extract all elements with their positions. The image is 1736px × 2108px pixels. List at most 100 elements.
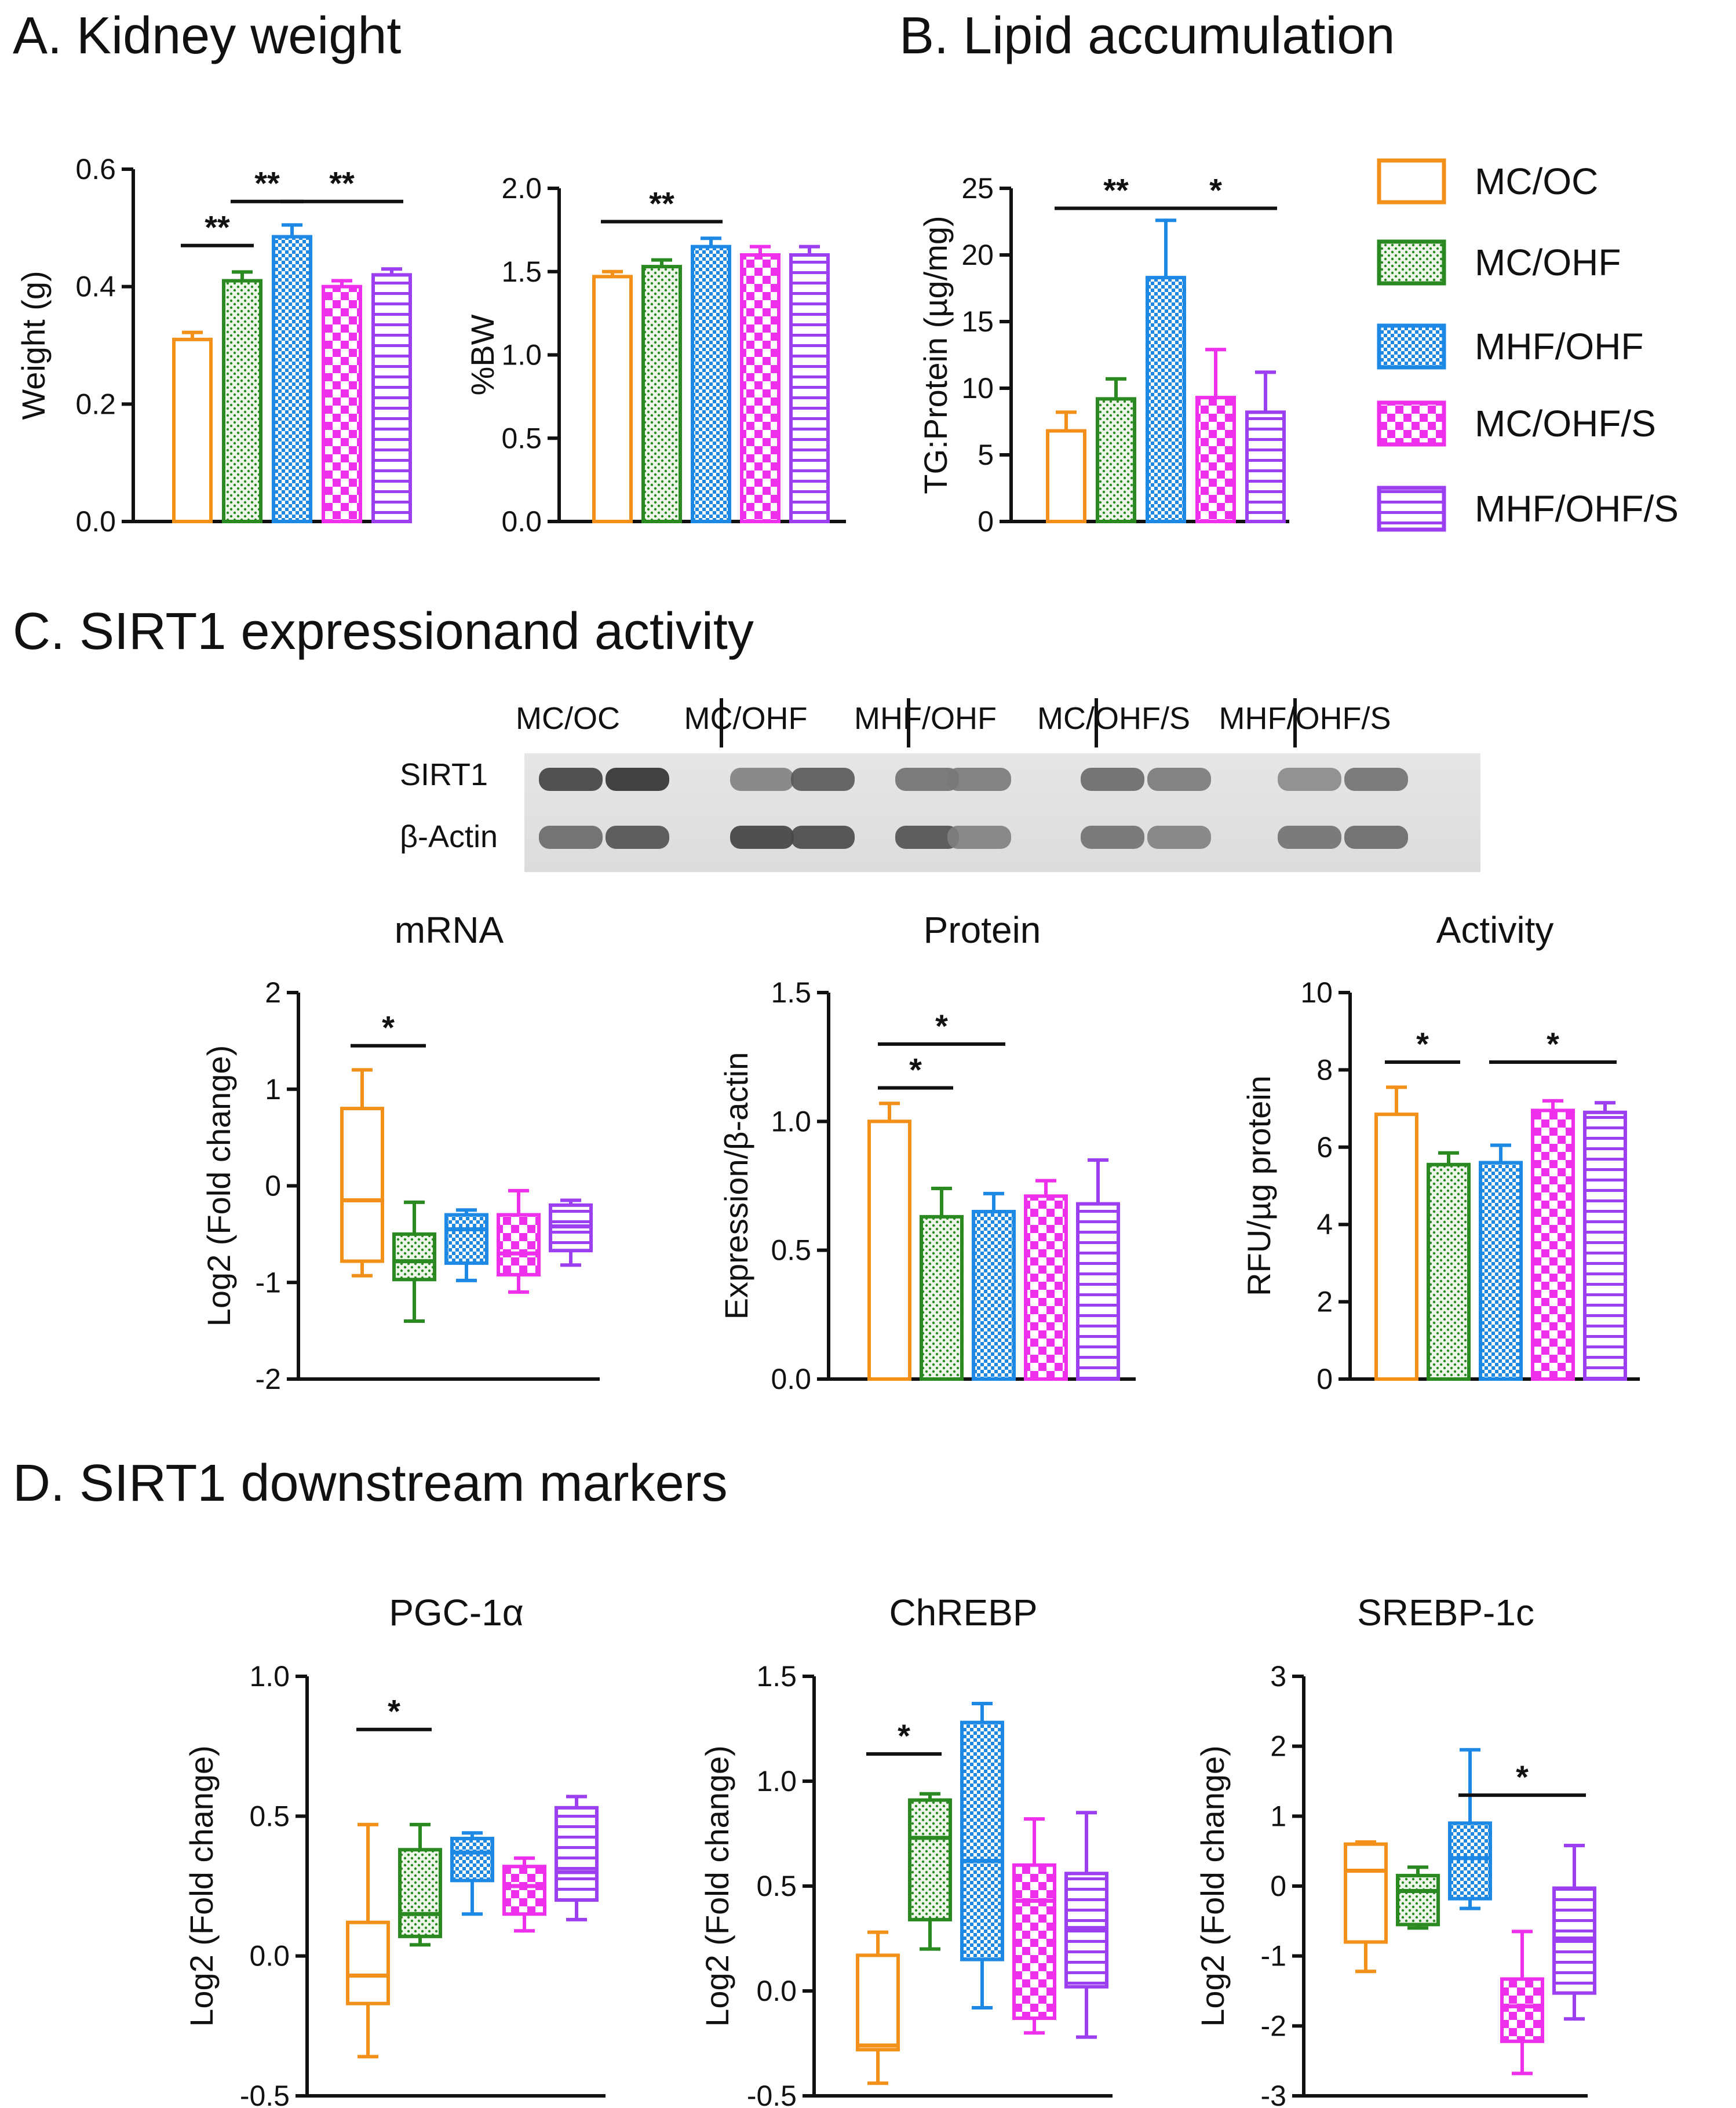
- y-tick-label: -3: [1261, 2080, 1286, 2108]
- bar-mhf-ohf: [272, 235, 312, 523]
- y-tick-label: 2: [265, 976, 281, 1009]
- blot-row-label-actin: β-Actin: [400, 819, 498, 854]
- y-axis-label: %BW: [464, 314, 501, 395]
- section-b-title: B. Lipid accumulation: [899, 7, 1395, 65]
- blot-band-actin: [791, 826, 855, 849]
- blot-band-actin: [1344, 826, 1408, 849]
- y-tick-label: 1.0: [501, 339, 542, 371]
- y-tick-label: 15: [961, 305, 994, 338]
- y-axis-label: Expression/β-actin: [718, 1052, 754, 1320]
- chart-bw: %BW 0.0 0.5 1.0 1.5 2.0 **: [464, 172, 846, 538]
- bar-mc-ohf: [920, 1215, 964, 1381]
- bar-mc-ohf-s: [740, 253, 781, 523]
- significance-label: *: [935, 1008, 948, 1044]
- y-tick-label: 0.2: [75, 388, 116, 420]
- section-c-title: C. SIRT1 expressionand activity: [13, 603, 754, 661]
- y-tick-label: 0: [1316, 1363, 1333, 1395]
- y-tick-label: -0.5: [747, 2080, 797, 2108]
- y-tick-label: 1: [1270, 1800, 1286, 1832]
- y-tick-label: 10: [961, 372, 994, 404]
- y-tick-label: 0: [265, 1170, 281, 1202]
- blot-band-actin: [895, 826, 959, 849]
- box-mc-ohf-s: [1500, 1977, 1544, 2043]
- significance-label: *: [1547, 1026, 1559, 1062]
- legend-swatch-5: [1377, 486, 1446, 532]
- bar-mc-oc: [1046, 429, 1086, 523]
- blot-band-actin: [1081, 826, 1144, 849]
- bar-mhf-ohf-s: [789, 253, 830, 523]
- y-tick-label: 6: [1316, 1131, 1333, 1164]
- box-mc-oc: [1344, 1842, 1388, 1944]
- y-tick-label: 0.0: [501, 505, 542, 538]
- y-tick-label: 0.5: [501, 422, 542, 454]
- bar-mhf-ohf: [1146, 276, 1186, 523]
- box-mhf-ohf-s: [1064, 1872, 1108, 1989]
- box-mc-ohf: [392, 1232, 436, 1282]
- blot-band-actin: [947, 826, 1011, 849]
- blot-row-label-sirt1: SIRT1: [400, 757, 488, 792]
- blot-band-sirt1: [1278, 768, 1341, 791]
- significance-label: *: [1209, 172, 1222, 209]
- y-tick-label: 0.6: [75, 153, 116, 185]
- significance-label: **: [254, 165, 280, 202]
- y-tick-label: 4: [1316, 1208, 1333, 1241]
- bar-mhf-ohf-s: [1245, 410, 1286, 524]
- blot-band-actin: [1278, 826, 1341, 849]
- blot-band-sirt1: [539, 768, 603, 791]
- y-axis-label: Log2 (Fold change): [183, 1745, 220, 2027]
- y-tick-label: 0.0: [756, 1975, 797, 2007]
- blot-band-sirt1: [947, 768, 1011, 791]
- chart-title: PGC-1α: [389, 1592, 524, 1633]
- blot-lane-label-1: MC/OC: [516, 701, 620, 736]
- bar-mhf-ohf: [972, 1209, 1016, 1381]
- chart-title: ChREBP: [889, 1592, 1037, 1633]
- blot-lane-label-3: MHF/OHF: [854, 701, 997, 736]
- significance-label: *: [1416, 1026, 1429, 1062]
- box-mhf-ohf-s: [555, 1806, 599, 1902]
- blot-band-actin: [539, 826, 603, 849]
- box-mc-ohf-s: [1012, 1863, 1056, 2021]
- box-mc-oc: [340, 1107, 384, 1263]
- y-axis-label: Log2 (Fold change): [699, 1745, 735, 2027]
- y-tick-label: -2: [256, 1363, 281, 1395]
- significance-label: **: [205, 209, 230, 246]
- significance-label: *: [898, 1717, 910, 1754]
- blot-band-sirt1: [606, 768, 669, 791]
- significance-label: *: [909, 1052, 922, 1088]
- y-tick-label: -2: [1261, 2009, 1286, 2042]
- y-tick-label: 1.0: [771, 1105, 811, 1137]
- blot-band-actin: [606, 826, 669, 849]
- significance-label: **: [329, 165, 355, 202]
- y-tick-label: 0.0: [771, 1363, 811, 1395]
- y-tick-label: 1.5: [756, 1660, 797, 1693]
- legend-swatch-3: [1377, 323, 1446, 370]
- chart-mrna: mRNA Log2 (Fold change) -2 -1 0 1 2 *: [200, 909, 600, 1395]
- y-axis-label: Log2 (Fold change): [200, 1045, 237, 1327]
- chart-title: mRNA: [395, 909, 504, 951]
- y-tick-label: -0.5: [240, 2080, 290, 2108]
- box-mc-ohf: [1396, 1873, 1440, 1927]
- legend-label-4: MC/OHF/S: [1475, 403, 1656, 444]
- bar-mc-ohf: [222, 279, 262, 523]
- legend-label-1: MC/OC: [1475, 161, 1598, 202]
- box-mhf-ohf: [1448, 1821, 1492, 1901]
- chart-title: Protein: [924, 909, 1041, 951]
- western-blot: MC/OC MC/OHF MHF/OHF MC/OHF/S MHF/OHF/S …: [400, 698, 1480, 872]
- bar-mc-oc: [867, 1119, 911, 1381]
- box-mc-oc: [346, 1920, 390, 2005]
- section-a-title: A. Kidney weight: [13, 7, 401, 65]
- y-tick-label: 10: [1300, 976, 1333, 1009]
- y-tick-label: 3: [1270, 1660, 1286, 1693]
- y-tick-label: 0.5: [771, 1234, 811, 1267]
- y-tick-label: 2: [1270, 1730, 1286, 1763]
- y-tick-label: 0: [978, 505, 994, 538]
- y-tick-label: 25: [961, 172, 994, 205]
- y-tick-label: 0: [1270, 1870, 1286, 1902]
- significance-label: **: [649, 185, 674, 222]
- y-tick-label: 5: [978, 439, 994, 471]
- bar-mc-ohf-s: [322, 285, 362, 523]
- legend-swatch-1: [1377, 158, 1446, 205]
- blot-lane-label-2: MC/OHF: [684, 701, 808, 736]
